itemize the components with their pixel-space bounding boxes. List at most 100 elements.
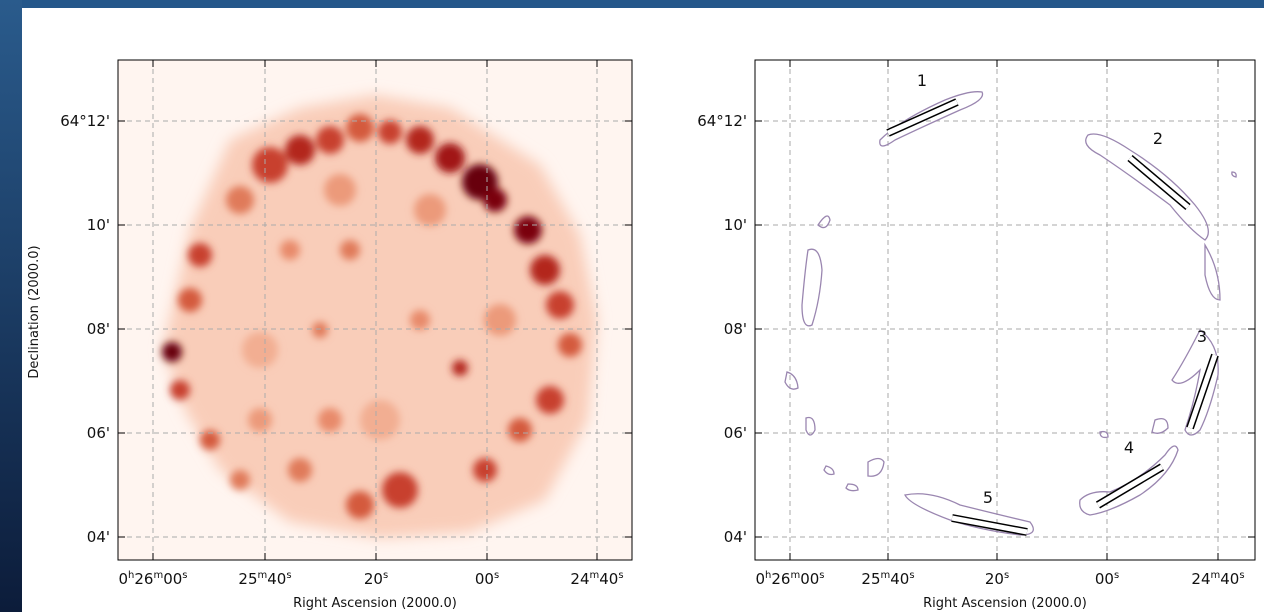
blob	[200, 430, 220, 450]
tick-text: 40	[267, 570, 286, 588]
tick-text: 40	[1220, 570, 1239, 588]
tick-text: 24	[570, 570, 589, 588]
tick-text: 25	[238, 570, 257, 588]
tick-superscript: s	[286, 570, 291, 581]
tick-superscript: m	[881, 570, 891, 581]
tick-superscript: m	[790, 570, 800, 581]
region-label: 5	[983, 488, 993, 507]
plot-frame	[117, 59, 633, 561]
tick-text: 00	[1095, 570, 1114, 588]
emission	[162, 114, 582, 519]
blob	[318, 408, 342, 432]
blob	[162, 342, 182, 362]
tick-text: 24	[1191, 570, 1210, 588]
blob	[558, 333, 582, 357]
region-label: 4	[1124, 438, 1134, 457]
contour	[1231, 171, 1237, 178]
blob	[248, 408, 272, 432]
y-tick-label: 06'	[87, 424, 110, 442]
blob	[508, 418, 532, 442]
region-box-inner	[951, 515, 1028, 535]
blob	[483, 188, 507, 212]
y-tick-label: 10'	[87, 216, 110, 234]
region-label: 2	[1153, 129, 1163, 148]
y-tick-label: 04'	[724, 528, 747, 546]
side-bar	[0, 0, 22, 612]
y-tick-label: 04'	[87, 528, 110, 546]
x-tick-label: 25m40s	[861, 570, 914, 588]
blob	[340, 240, 360, 260]
contour	[1085, 133, 1209, 241]
blob	[346, 114, 374, 142]
region-box-inner	[1128, 156, 1190, 209]
y-tick-label: 10'	[724, 216, 747, 234]
tick-text: 0	[118, 570, 128, 588]
tick-superscript: s	[182, 570, 187, 581]
blob	[346, 491, 374, 519]
blob	[360, 400, 400, 440]
region-box-inner	[1096, 464, 1164, 508]
region-label: 1	[917, 71, 927, 90]
contour	[1099, 430, 1109, 439]
x-tick-label: 0h26m00s	[118, 570, 187, 588]
x-tick-label: 20s	[985, 570, 1009, 588]
y-tick-label: 08'	[724, 320, 747, 338]
x-tick-label: 24m40s	[1191, 570, 1244, 588]
x-tick-label: 25m40s	[238, 570, 291, 588]
contour	[867, 457, 885, 477]
x-tick-label: 24m40s	[570, 570, 623, 588]
blob	[170, 380, 190, 400]
contour	[1151, 417, 1169, 434]
top-bar	[0, 0, 1264, 8]
blob	[406, 126, 434, 154]
blob	[484, 304, 516, 336]
blob	[280, 240, 300, 260]
contour	[1204, 242, 1221, 301]
x-tick-label: 00s	[1095, 570, 1119, 588]
tick-superscript: s	[1114, 570, 1119, 581]
remnant	[163, 95, 597, 538]
tick-superscript: m	[258, 570, 268, 581]
y-tick-label: 64°12'	[697, 112, 747, 130]
blob	[514, 216, 542, 244]
blob	[324, 174, 356, 206]
contour	[904, 493, 1034, 536]
blob	[452, 360, 468, 376]
blob	[546, 291, 574, 319]
xray-image	[162, 95, 597, 538]
tick-superscript: s	[383, 570, 388, 581]
blob	[414, 194, 446, 226]
blob	[312, 322, 328, 338]
tick-text: 00	[800, 570, 819, 588]
blob	[316, 126, 344, 154]
tick-text: 40	[599, 570, 618, 588]
blob	[252, 147, 288, 183]
blob	[382, 472, 418, 508]
contour	[823, 465, 835, 476]
blob	[230, 470, 250, 490]
tick-superscript: s	[819, 570, 824, 581]
blob	[435, 143, 465, 173]
blob	[473, 458, 497, 482]
blob	[410, 310, 430, 330]
plot-frame	[754, 59, 1256, 561]
region-box-inner	[1187, 354, 1218, 429]
tick-superscript: m	[1211, 570, 1221, 581]
contour	[784, 371, 799, 390]
tick-text: 20	[985, 570, 1004, 588]
tick-text: 26	[771, 570, 790, 588]
region-box-inner	[886, 99, 959, 136]
contour	[805, 416, 816, 436]
tick-text: 40	[890, 570, 909, 588]
y-tick-label: 64°12'	[60, 112, 110, 130]
blob	[536, 386, 564, 414]
blob	[378, 120, 402, 144]
axes: 0h26m00s 25m40s 20s 00s 24m40s64°12'10'08'06…	[27, 59, 1256, 611]
y-axis-label: Declination (2000.0)	[27, 245, 42, 378]
tick-superscript: s	[1239, 570, 1244, 581]
regions: 1 2 3 4 5	[886, 71, 1219, 536]
x-tick-label: 00s	[475, 570, 499, 588]
blob	[288, 458, 312, 482]
